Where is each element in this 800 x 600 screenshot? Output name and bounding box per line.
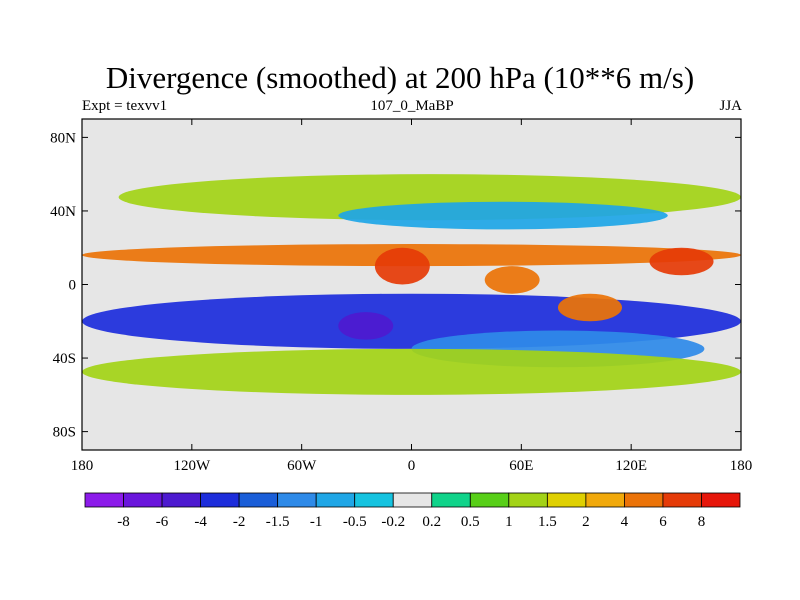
x-tick-label: 120W [173, 458, 211, 474]
colorbar-label: 2 [582, 514, 590, 530]
field-strong-divergence-asia [484, 266, 540, 294]
y-tick-label: 40S [53, 351, 76, 367]
center-string: 107_0_MaBP [370, 98, 454, 114]
x-tick-label: 180 [730, 458, 753, 474]
field-southern-midlatitude-divergence [82, 348, 741, 395]
colorbar-box [662, 492, 702, 508]
colorbar-box [315, 492, 356, 508]
field-strong-convergence-south-america [338, 312, 394, 340]
colorbar-label: 0.2 [422, 514, 441, 530]
colorbar-box [238, 492, 279, 508]
field-northern-midlatitude-convergence [338, 201, 668, 230]
colorbar-box [123, 492, 163, 508]
contour-fields [82, 174, 741, 395]
colorbar-box [546, 492, 587, 508]
colorbar-box [508, 492, 548, 508]
colorbar-label: 0.5 [461, 514, 480, 530]
map-background [82, 119, 741, 450]
plot-title: Divergence (smoothed) at 200 hPa (10**6 … [105, 60, 695, 95]
colorbar-label: -6 [156, 514, 169, 530]
colorbar-label: 1 [505, 514, 513, 530]
colorbar-label: 1.5 [538, 514, 557, 530]
colorbar-box [392, 492, 433, 508]
colorbar-box [200, 492, 240, 508]
colorbar-box [624, 492, 664, 508]
colorbar-box [161, 492, 201, 508]
y-tick-label: 80S [53, 425, 76, 441]
x-tick-label: 180 [71, 458, 94, 474]
colorbar-label: 4 [621, 514, 629, 530]
colorbar-box [431, 492, 471, 508]
colorbar-label: -0.2 [381, 514, 405, 530]
right-string: JJA [719, 98, 742, 114]
colorbar-label: 6 [659, 514, 667, 530]
y-tick-label: 0 [69, 278, 77, 294]
colorbar-label: -0.5 [343, 514, 367, 530]
colorbar-label: -8 [117, 514, 130, 530]
y-tick-label: 80N [50, 130, 76, 146]
colorbar-box [585, 492, 625, 508]
colorbar-box [469, 492, 510, 508]
y-tick-label: 40N [50, 204, 76, 220]
x-tick-label: 120E [615, 458, 647, 474]
colorbar-label: -4 [194, 514, 207, 530]
colorbar-box [84, 492, 124, 508]
x-tick-label: 0 [408, 458, 416, 474]
left-string: Expt = texvv1 [82, 98, 168, 114]
x-tick-label: 60W [287, 458, 317, 474]
field-strong-divergence-west-pacific [649, 247, 714, 276]
colorbar-box [354, 492, 394, 508]
colorbar-box [277, 492, 317, 508]
colorbar-label: -2 [233, 514, 246, 530]
field-divergence-indian-ocean [557, 293, 623, 322]
x-tick-label: 60E [509, 458, 533, 474]
colorbar-label: 8 [698, 514, 706, 530]
colorbar-label: -1.5 [266, 514, 290, 530]
colorbar-box [701, 492, 741, 508]
field-strong-divergence-africa-west [374, 247, 430, 285]
colorbar: -8 -6 -4 -2 -1.5 -1 -0.5 -0.2 0.2 0.5 1 1.5 2 4 6 8 [84, 492, 741, 530]
colorbar-label: -1 [310, 514, 323, 530]
